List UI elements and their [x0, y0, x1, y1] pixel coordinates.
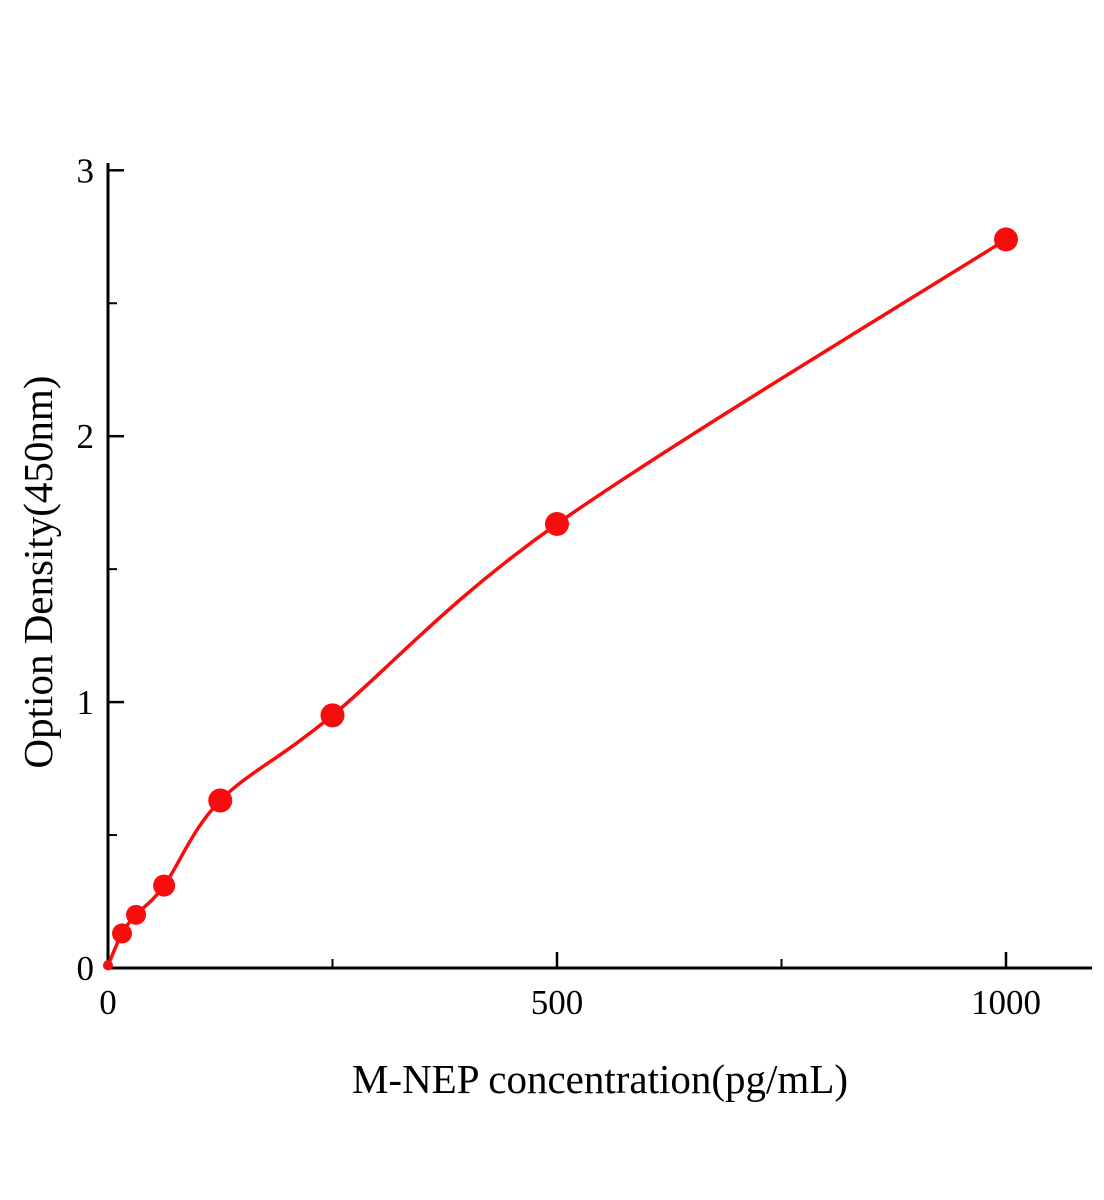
y-tick-label: 0	[77, 949, 95, 988]
data-point-marker	[103, 960, 113, 971]
x-tick-label: 500	[531, 983, 584, 1022]
x-tick-label: 1000	[971, 983, 1041, 1022]
data-point-marker	[545, 511, 569, 536]
data-point-marker	[153, 874, 176, 897]
x-tick-label: 0	[99, 983, 117, 1022]
y-tick-label: 2	[77, 417, 95, 456]
data-points	[103, 227, 1018, 971]
x-axis-title: M-NEP concentration(pg/mL)	[352, 1056, 848, 1102]
chart-axes: 0 500 1000 0 1 2 3	[77, 151, 1092, 1022]
data-point-marker	[320, 703, 345, 728]
standard-curve-line	[106, 237, 1008, 968]
data-point-marker	[208, 788, 233, 813]
data-point-marker	[126, 904, 147, 925]
fit-curve	[106, 237, 1008, 968]
y-tick-label: 3	[77, 151, 95, 190]
data-point-marker	[994, 227, 1018, 252]
data-point-marker	[112, 923, 133, 944]
y-tick-label: 1	[77, 683, 95, 722]
y-axis-title: Option Density(450nm)	[15, 376, 61, 769]
